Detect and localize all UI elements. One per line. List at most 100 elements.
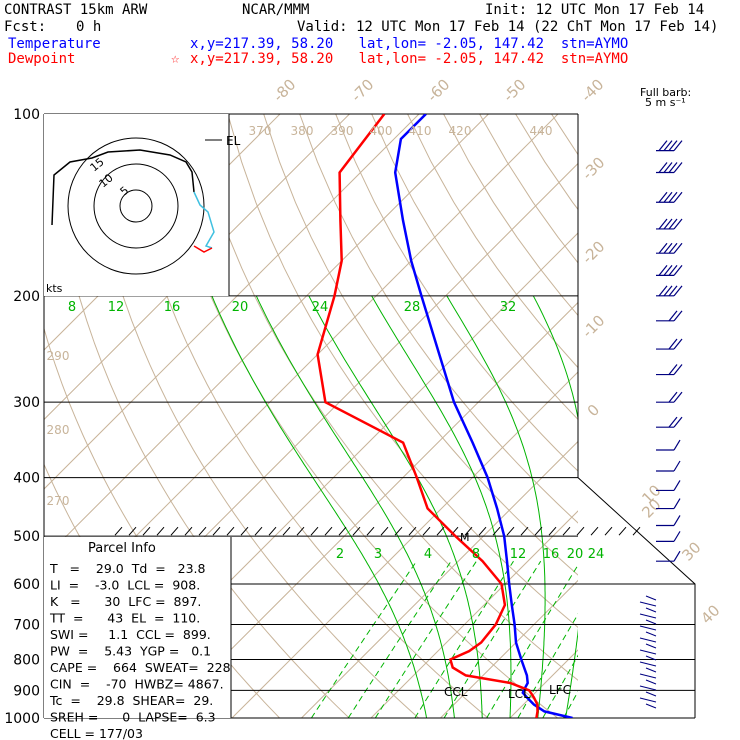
wind-barb-flag [668,140,678,152]
hatch-mark [478,526,487,536]
pressure-tick-label: 900 [13,683,40,699]
theta-label: 440 [530,124,553,138]
star-icon: ☆ [171,51,180,67]
wind-barb [645,631,657,637]
dry-adiabat-line [407,114,578,369]
hodograph-trace-upper-levels [51,149,195,226]
wind-barb [645,667,657,673]
kts-label: kts [46,282,63,295]
hatch-mark [548,526,557,536]
wind-barb [645,619,657,625]
hodograph-ring [119,189,153,223]
wind-barb [645,703,657,709]
isotherm-label: -10 [578,311,608,341]
mixing-ratio-label: 4 [424,547,432,562]
pressure-tick-label: 200 [13,289,40,305]
dry-adiabat-line [335,114,578,472]
theta-label: 290 [47,349,70,363]
temperature-profile [393,114,573,718]
wind-barb [645,691,657,697]
theta-label: 270 [47,494,70,508]
wind-barb-flag [673,391,683,403]
wind-barb [639,661,657,667]
model-title: CONTRAST 15km ARW [4,2,148,18]
hodograph-ring [93,163,179,249]
wind-barb [639,673,657,679]
wind-barb [645,595,657,601]
right-axis-slant [577,477,696,718]
isotherm-label: 40 [697,601,723,627]
temperature-location: x,y=217.39, 58.20 lat,lon= -2.05, 147.42… [190,36,629,52]
moist-adiabat-label: 32 [500,300,517,315]
hatch-mark [436,526,445,536]
mixing-ratio-label: 12 [510,547,527,562]
hatch-mark [562,526,571,536]
parcel-row: SWI = 1.1 CCL = 899. [50,627,211,642]
pressure-tick-label: 100 [13,107,40,123]
isotherm-line [44,114,350,421]
wind-barb-flag [673,242,683,254]
mixing-ratio-line [310,560,418,718]
hatch-mark [268,526,277,536]
isotherm-label: -40 [577,75,607,105]
moist-adiabat-line [593,296,637,718]
hatch-mark [170,526,179,536]
mixing-ratio-label: 20 [567,547,584,562]
wind-barb [645,607,657,613]
moist-adiabat-label: 20 [232,300,249,315]
moist-adiabat-line [255,295,455,718]
hatch-mark [590,526,599,536]
wind-barb [645,643,657,649]
wind-barb-flag [663,242,673,254]
hatch-mark [380,526,389,536]
wind-barb-flag [658,162,668,173]
mixing-ratio-line [517,613,578,718]
wind-barb-flag [668,264,678,276]
wind-barb-flag [668,218,678,230]
isotherm-label: -80 [269,75,299,105]
parcel-panel [44,537,231,718]
dry-adiabat-line [731,114,740,718]
hatch-mark [352,526,361,536]
wind-barb-flag [673,338,683,350]
parcel-row: CIN = -70 HWBZ= 4867. [50,677,224,692]
hatch-mark [310,526,319,536]
wind-barb-flag [673,191,683,203]
dry-adiabat-line [659,114,740,718]
dry-adiabat-line [119,114,489,718]
hatch-mark [604,526,613,536]
wind-barb-flag [658,140,668,152]
mixing-ratio-label: 16 [543,547,560,562]
dry-adiabat-line [624,114,740,718]
dry-adiabat-line [227,114,578,628]
hatch-mark [296,526,305,536]
wind-barb-flag [673,310,683,322]
theta-label: 420 [449,124,472,138]
wind-barb [645,679,657,685]
valid-time: Valid: 12 UTC Mon 17 Feb 14 (22 ChT Mon … [297,19,719,35]
wind-barb-flag [668,310,678,322]
wind-barb-flag [663,162,673,173]
wind-barb-flag [658,218,668,230]
wind-barb-flag [673,550,681,562]
wind-barb-flag [668,191,678,203]
dewpoint-profile [316,114,539,718]
mixing-ratio-label: 8 [472,547,480,562]
hodograph-ring [67,137,205,275]
mixing-ratio-line [347,560,452,718]
parcel-row: TT = 43 EL = 110. [49,611,200,626]
parcel-row: SREH = 0 LAPSE= 6.3 [50,710,216,725]
dry-adiabat-line [695,114,740,718]
hatch-mark [254,526,263,536]
parcel-title: Parcel Info [88,541,156,556]
pressure-tick-label: 300 [13,395,40,411]
dry-adiabat-line [263,114,578,576]
wind-barb-flag [663,264,673,276]
hatch-mark [338,526,347,536]
wind-barb-flag [673,498,681,509]
parcel-row: T = 29.0 Td = 23.8 [49,561,205,576]
pressure-tick-label: 400 [13,471,40,487]
isotherm-line [162,301,578,718]
wind-barb-flag [673,285,683,297]
hodograph-trace-mid-levels [193,191,215,249]
